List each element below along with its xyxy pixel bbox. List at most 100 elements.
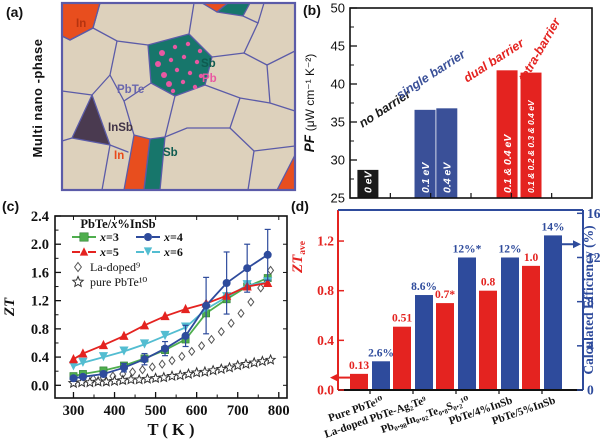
grain-boundary [109,144,129,153]
grain-insb [71,94,111,146]
ztave-bar [350,373,368,390]
grain-boundary [229,97,241,129]
pb-nanodot [192,84,198,90]
marker-triangle-up [263,277,273,288]
marker-diamond-open [227,318,235,328]
region-label-in: In [114,150,124,162]
legend-title: PbTe/x%InSb [80,217,155,231]
pf-axis-label: PF (μW cm⁻¹ K⁻²) [302,54,317,153]
pb-nanodot [180,79,186,85]
left-axis-arrowhead [330,373,338,382]
marker-diamond-open [257,283,265,293]
panel-b-label: (b) [303,2,321,18]
marker-diamond-open [207,334,215,345]
marker-diamond-open [237,308,245,319]
pf-bar-inner-label: 0.1 eV [420,162,432,193]
marker-diamond-open [217,326,225,337]
marker-star-open [125,373,137,385]
y-tick-label: 0.8 [31,322,49,338]
marker-star-open [71,275,85,288]
efficiency-value-label: 14% [542,221,565,233]
marker-star-open [256,355,269,367]
pf-bar-inner-label: 0.4 eV [442,162,454,193]
right-tick-label: 8 [587,294,594,309]
efficiency-value-label: 12%* [453,243,482,255]
x-tick-label: 600 [186,403,208,419]
region-label-sb: Sb [201,58,216,70]
grain-boundary [266,50,296,66]
y-tick-label: 2.0 [31,237,49,253]
pb-nanodot [194,59,200,65]
efficiency-value-label: 12% [499,243,522,255]
pf-bar-inner-label: 0.1 & 0.4 eV [502,134,514,193]
marker-triangle-up [79,247,89,256]
marker-diamond-open [148,362,156,372]
y-tick-label: 0.4 [31,350,49,366]
marker-star-open [190,366,203,378]
marker-diamond-open [178,351,186,362]
marker-diamond-open [129,367,137,377]
x-tick-label: 400 [104,403,126,419]
right-tick-label: 4 [587,338,594,353]
efficiency-axis-label: Calculated Efficiency (%) [581,225,596,374]
pf-bar [357,169,379,198]
marker-star-open [215,363,228,375]
marker-diamond-open [168,355,176,366]
grain-boundary [211,52,245,58]
marker-triangle-up [98,339,109,350]
pf-bar [496,70,518,198]
marker-star-open [231,359,244,371]
legend-label-x=6: x=6 [163,245,183,259]
diagram-border [60,1,297,192]
ztave-value-label: 0.13 [349,360,369,372]
ztave-value-label: 1.0 [524,252,539,264]
marker-star-open [149,372,162,384]
efficiency-value-label: 2.6% [368,347,394,359]
marker-circle [161,344,170,353]
marker-diamond-open [188,346,196,357]
grain-sb-pb [147,33,213,97]
marker-star-open [100,375,113,387]
ztave-value-label: 0.7* [435,289,455,301]
ztave-value-label: 0.51 [392,313,412,325]
marker-star-open [157,371,170,383]
marker-star-open [67,377,80,389]
pb-nanodot [172,44,178,50]
marker-star-open [223,361,236,373]
grain-background [62,3,295,190]
marker-star-open [240,357,252,370]
legend-label-x=5: x=5 [99,245,119,259]
x-tick-label: 800 [268,403,290,419]
marker-circle [140,355,149,364]
pb-nanodot [181,54,187,60]
region-label-pb: Pb [202,73,217,85]
marker-circle [202,301,211,310]
efficiency-bar [544,235,562,390]
marker-triangle-up [119,330,129,340]
marker-diamond-open [267,265,275,276]
marker-star-open [84,376,96,388]
grain-boundary [101,144,111,191]
marker-circle [181,331,190,340]
marker-star-open [108,374,121,387]
marker-triangle-down [143,247,153,256]
pb-nanodot [185,41,191,47]
panel-a-label: (a) [6,4,24,20]
marker-triangle-down [78,357,88,367]
marker-circle [144,233,152,241]
right-tick-label: 16 [587,206,600,221]
grain-boundary [61,2,101,41]
marker-triangle-down [68,361,79,371]
ztave-bar [522,265,540,390]
efficiency-bar [458,257,476,390]
pf-bar-inner-label: 0 eV [363,170,375,193]
panel-d-label: (d) [291,198,309,214]
x-tick-label: 500 [145,403,167,419]
marker-star-open [264,353,277,365]
marker-circle [69,374,78,383]
marker-star-open [174,369,187,381]
y-tick-label: 50 [331,1,345,16]
marker-triangle-up [78,348,88,358]
